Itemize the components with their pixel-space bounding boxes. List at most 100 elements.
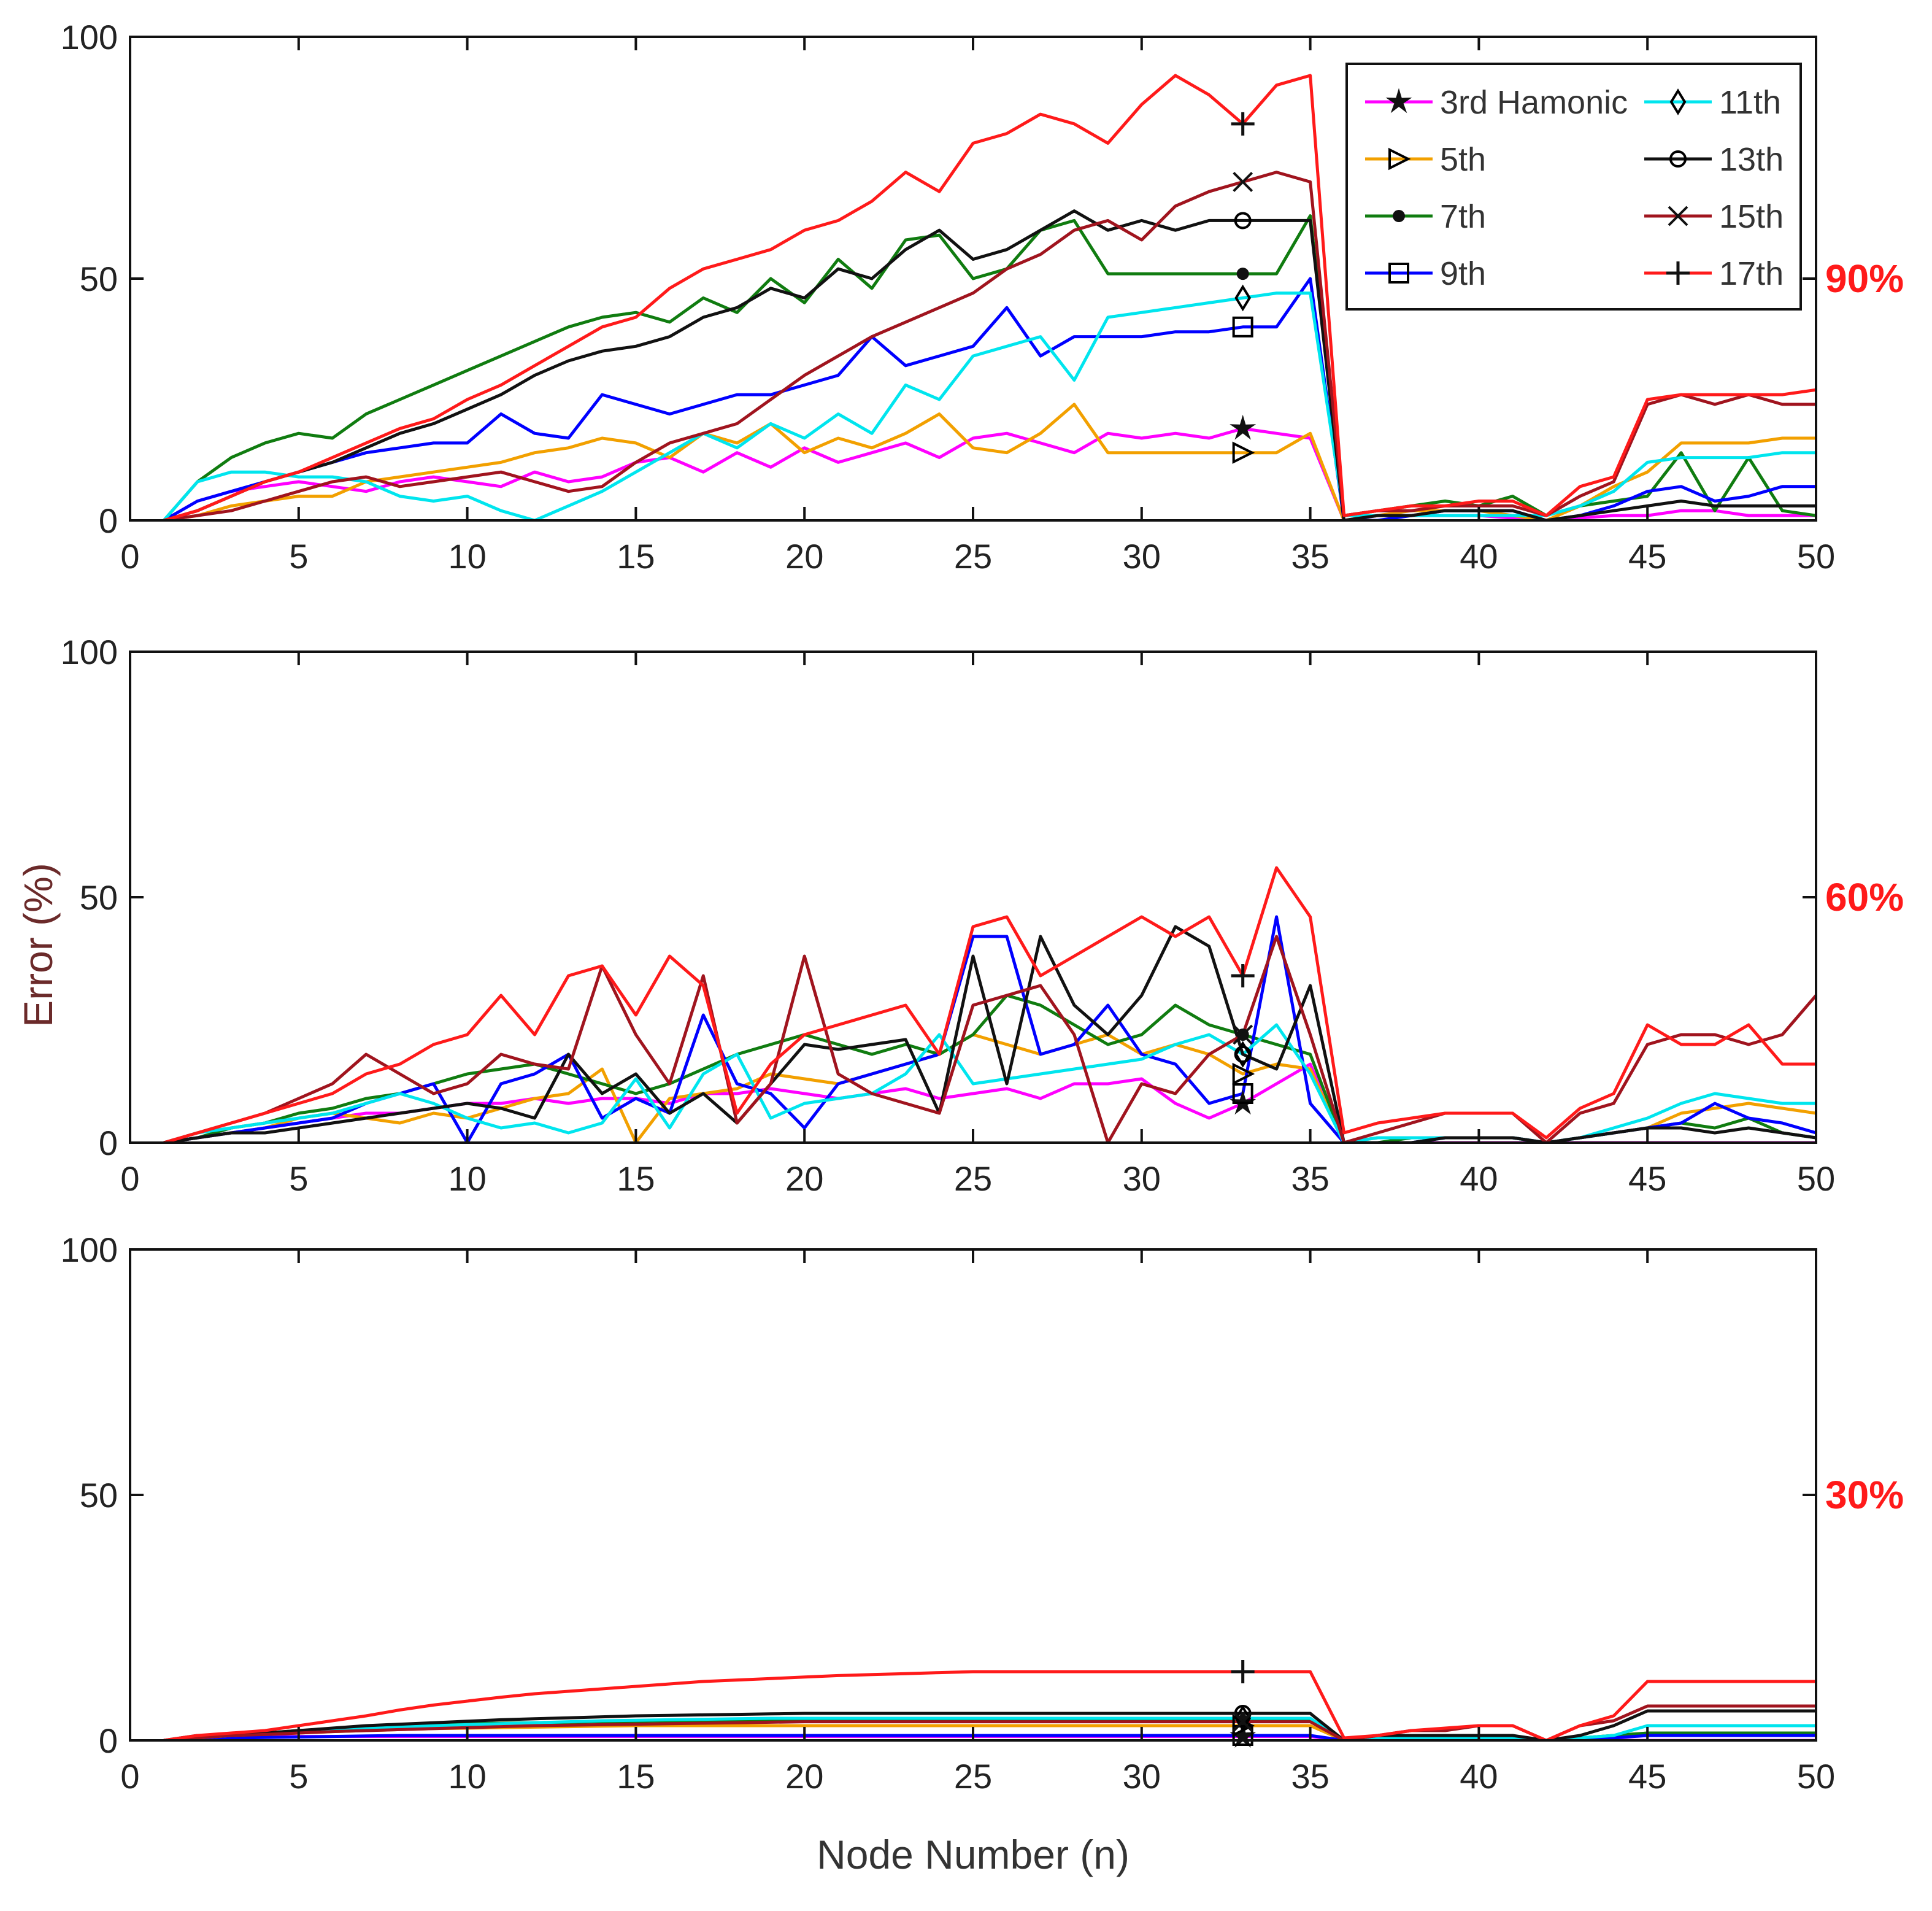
legend-box (1345, 63, 1802, 311)
data-marker-15th (1233, 1712, 1253, 1732)
y-axis-label: Error (%) (15, 863, 61, 1027)
series-line-11th (163, 291, 1816, 520)
legend-label: 9th (1440, 255, 1486, 292)
legend-marker (1388, 263, 1409, 284)
legend-label: 5th (1440, 141, 1486, 178)
x-tick-label: 15 (617, 1757, 655, 1796)
legend-marker (1669, 88, 1687, 115)
legend-entry: 15th (1644, 198, 1784, 235)
data-marker-15th (1233, 171, 1253, 192)
x-axis-label: Node Number (n) (817, 1832, 1130, 1877)
data-marker-17th (1231, 964, 1255, 987)
legend-marker (1666, 261, 1690, 285)
legend-entry: 5th (1365, 141, 1486, 178)
x-tick-label: 20 (785, 537, 823, 576)
data-marker-5th (1232, 1062, 1255, 1086)
panel-3: 0 5 10 15 20 25 30 35 40 45 50 0 50 100 30% (61, 1230, 1904, 1796)
data-marker-9th (1232, 1725, 1253, 1746)
data-marker-11th (1234, 1041, 1252, 1068)
legend-entry: 3rd Hamonic (1365, 84, 1628, 121)
panel-1: 0 5 10 15 20 25 30 35 40 45 50 0 50 100 90% (61, 18, 1904, 576)
series-lines (163, 74, 1816, 520)
x-tick-label: 20 (785, 1159, 823, 1198)
data-marker-13th (1234, 1046, 1252, 1063)
series-line-17th (163, 1670, 1816, 1740)
data-marker-7th (1236, 268, 1249, 280)
x-tick-label: 20 (785, 1757, 823, 1796)
data-marker-5th (1232, 441, 1255, 464)
x-tick-label: 45 (1628, 1159, 1666, 1198)
x-tick-label: 5 (289, 537, 308, 576)
series-line-15th (163, 935, 1816, 1143)
legend-entry: 9th (1365, 255, 1486, 292)
x-tick-label: 5 (289, 1757, 308, 1796)
x-tick-label: 40 (1460, 1757, 1498, 1796)
data-marker-11th (1234, 1705, 1252, 1732)
legend-label: 3rd Hamonic (1440, 84, 1628, 121)
data-marker-17th (1231, 1660, 1255, 1683)
x-tick-label: 40 (1460, 1159, 1498, 1198)
legend-entry: 13th (1644, 141, 1784, 178)
data-marker-15th (1233, 1024, 1253, 1045)
x-tick-label: 45 (1628, 537, 1666, 576)
x-tick-label: 10 (448, 537, 486, 576)
data-marker-17th (1231, 112, 1255, 136)
x-tick-label: 0 (120, 1757, 139, 1796)
panel-2: 0 5 10 15 20 25 30 35 40 45 50 0 50 100 60% (61, 633, 1904, 1198)
y-tick-label: 50 (80, 1476, 118, 1515)
data-marker-3rd-hamonic (1230, 414, 1257, 440)
x-tick-label: 45 (1628, 1757, 1666, 1796)
legend: 3rd Hamonic 5th 7th 9th 11th 13th 15th 17th (1345, 63, 1802, 311)
legend-marker (1393, 210, 1405, 222)
x-tick-label: 35 (1291, 1159, 1329, 1198)
legend-entry: 11th (1644, 84, 1781, 121)
legend-marker (1388, 147, 1411, 171)
legend-entry: 17th (1644, 255, 1784, 292)
y-tick-label: 50 (80, 260, 118, 298)
x-tick-label: 15 (617, 1159, 655, 1198)
x-tick-label: 30 (1123, 1757, 1161, 1796)
data-marker-9th (1232, 1083, 1253, 1104)
series-line-13th (163, 209, 1816, 520)
x-tick-label: 10 (448, 1159, 486, 1198)
data-marker-11th (1234, 284, 1252, 312)
panel-percentage-label: 30% (1825, 1473, 1904, 1517)
y-tick-label: 100 (61, 633, 118, 671)
panel-percentage-label: 60% (1825, 875, 1904, 919)
y-tick-label: 100 (61, 18, 118, 56)
x-tick-label: 0 (120, 1159, 139, 1198)
data-marker-9th (1232, 316, 1253, 338)
legend-label: 13th (1719, 141, 1784, 178)
legend-label: 17th (1719, 255, 1784, 292)
x-tick-label: 50 (1797, 1757, 1835, 1796)
legend-entry: 7th (1365, 198, 1486, 235)
x-tick-label: 50 (1797, 1159, 1835, 1198)
legend-marker (1669, 150, 1687, 168)
y-tick-label: 0 (99, 501, 118, 540)
x-tick-label: 40 (1460, 537, 1498, 576)
legend-label: 15th (1719, 198, 1784, 235)
legend-label: 11th (1719, 84, 1781, 121)
legend-label: 7th (1440, 198, 1486, 235)
x-tick-label: 50 (1797, 537, 1835, 576)
series-line-17th (163, 866, 1816, 1143)
x-tick-label: 35 (1291, 537, 1329, 576)
x-tick-label: 25 (954, 1159, 992, 1198)
x-tick-label: 30 (1123, 1159, 1161, 1198)
x-tick-label: 30 (1123, 537, 1161, 576)
x-tick-label: 25 (954, 1757, 992, 1796)
y-tick-label: 50 (80, 878, 118, 917)
legend-marker (1668, 206, 1688, 226)
x-tick-label: 5 (289, 1159, 308, 1198)
y-tick-label: 0 (99, 1721, 118, 1760)
y-tick-label: 100 (61, 1230, 118, 1269)
x-tick-label: 25 (954, 537, 992, 576)
series-line-17th (163, 74, 1816, 520)
x-tick-label: 10 (448, 1757, 486, 1796)
x-tick-label: 35 (1291, 1757, 1329, 1796)
x-tick-label: 0 (120, 537, 139, 576)
data-marker-13th (1234, 212, 1252, 230)
y-tick-label: 0 (99, 1124, 118, 1162)
